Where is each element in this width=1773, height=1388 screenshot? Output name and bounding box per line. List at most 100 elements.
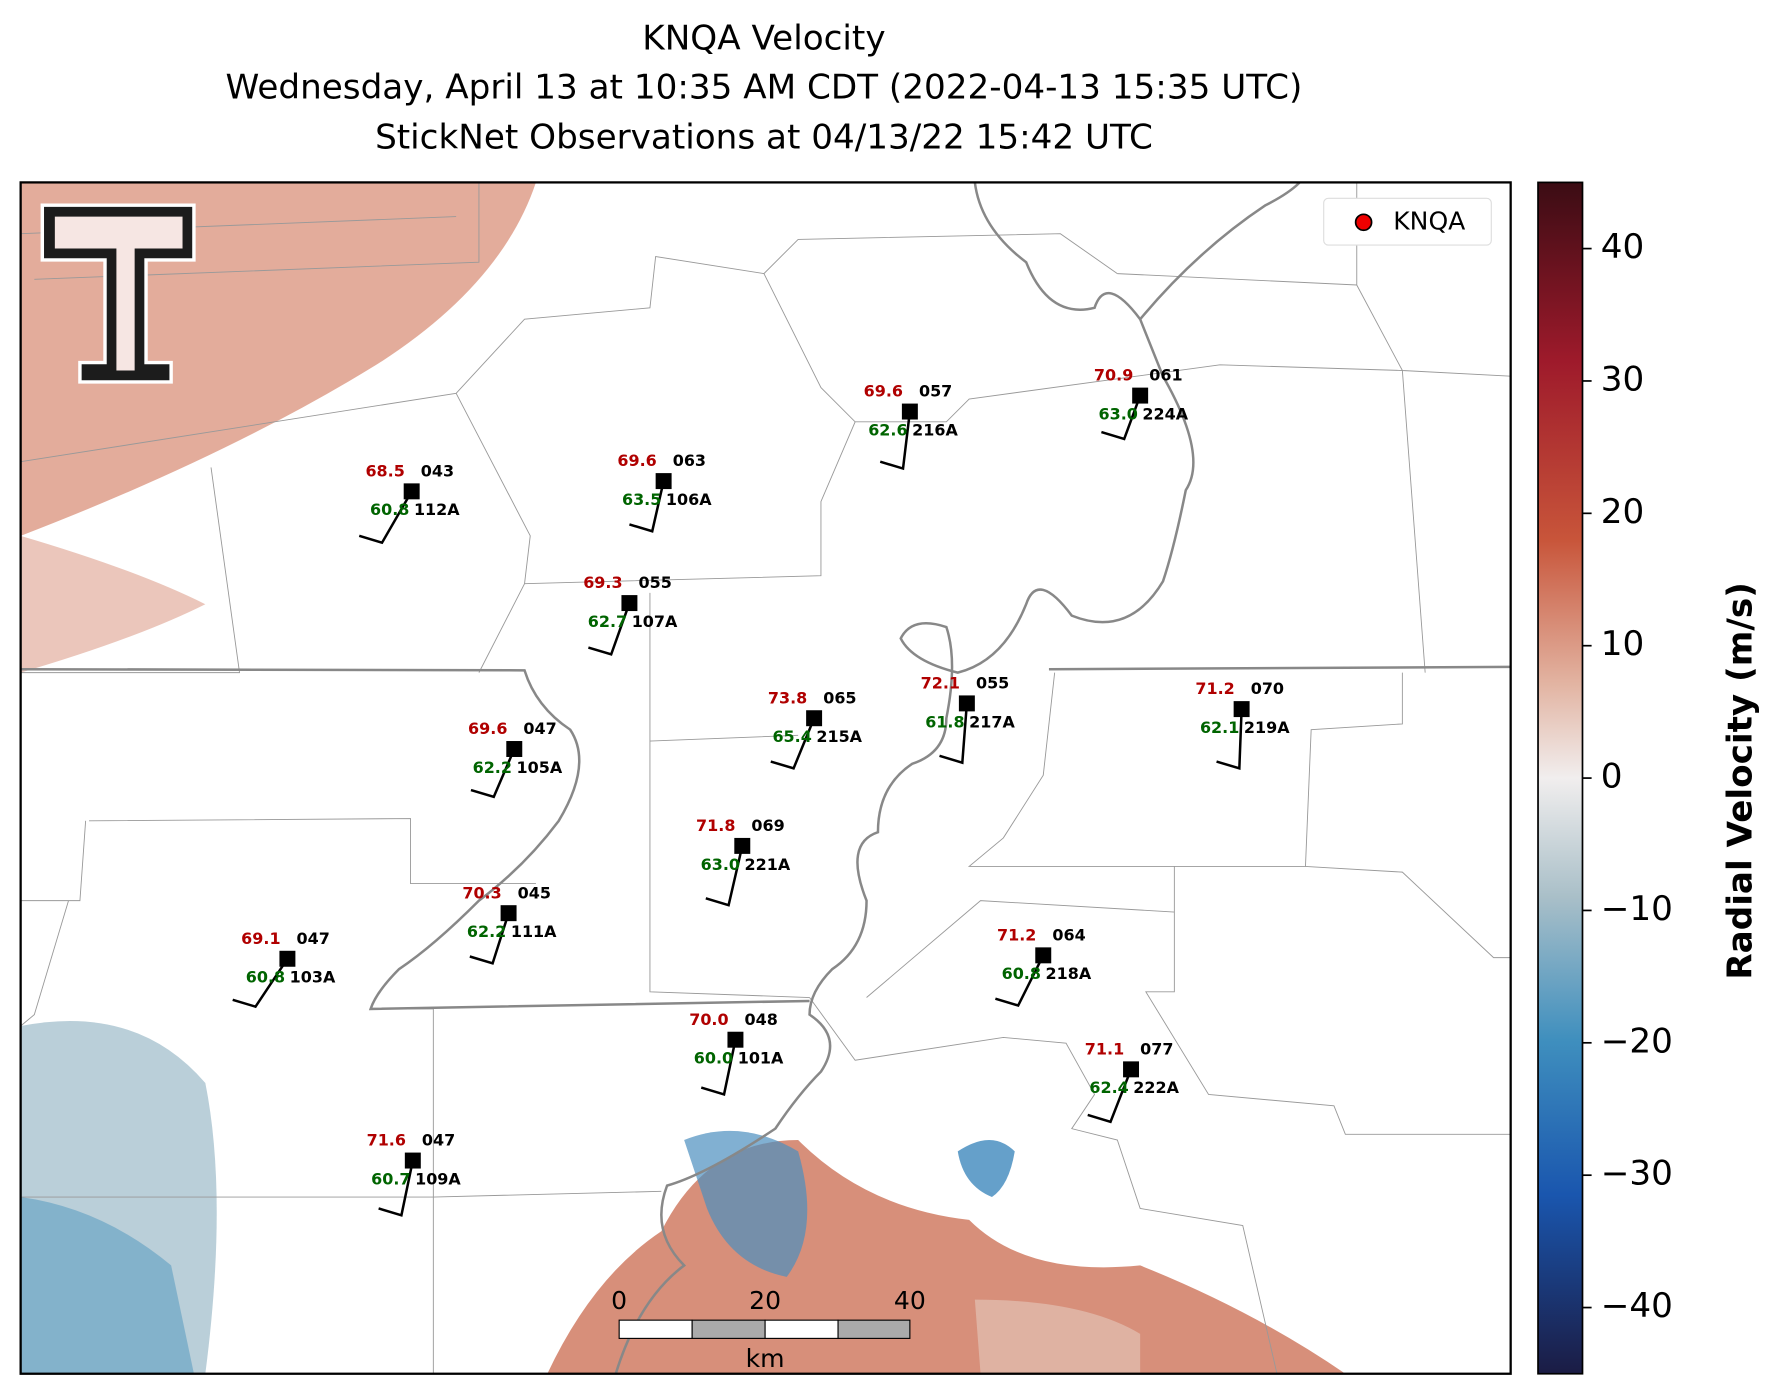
wind-barb — [470, 748, 516, 799]
map-frame — [19, 181, 1512, 1375]
scale-label: 0 — [611, 1286, 627, 1315]
station-id: 217A — [969, 712, 1015, 731]
wind-barb — [1216, 709, 1243, 771]
station-marker — [403, 483, 420, 500]
temperature: 69.1 — [241, 929, 280, 948]
colorbar-tick-label: 0 — [1601, 757, 1623, 797]
pressure: 061 — [1149, 366, 1182, 385]
station-marker — [1132, 387, 1149, 404]
station-marker — [1035, 947, 1052, 964]
county-lines — [20, 182, 1511, 1374]
station-id: 112A — [414, 500, 460, 519]
colorbar — [1537, 181, 1584, 1375]
wind-barb — [995, 954, 1045, 1008]
pressure: 043 — [421, 461, 454, 480]
title: Wednesday, April 13 at 10:35 AM CDT (202… — [226, 67, 1303, 107]
colorbar-tick-label: −40 — [1601, 1286, 1673, 1326]
station-marker — [806, 710, 823, 727]
temperature: 71.2 — [1195, 679, 1234, 698]
temperature: 69.6 — [468, 719, 507, 738]
temperature: 69.6 — [617, 451, 656, 470]
dewpoint: 62.6 — [868, 420, 907, 439]
logo — [40, 203, 196, 384]
wind-barb — [700, 1039, 737, 1097]
pressure: 047 — [297, 929, 330, 948]
pressure: 064 — [1052, 925, 1085, 944]
dewpoint: 63.5 — [622, 490, 661, 509]
temperature: 69.6 — [864, 382, 903, 401]
colorbar-tick-label: 10 — [1601, 624, 1645, 664]
station-marker — [404, 1152, 421, 1169]
colorbar-tick-label: 30 — [1601, 359, 1645, 399]
pressure: 069 — [751, 816, 784, 835]
colorbar-label: Radial Velocity (m/s) — [1721, 582, 1761, 979]
dewpoint: 60.8 — [1002, 964, 1041, 983]
radar-echo — [957, 1140, 1015, 1198]
temperature: 69.3 — [583, 573, 622, 592]
radar-echo — [20, 182, 536, 536]
wind-barb — [378, 1160, 415, 1217]
pressure: 055 — [639, 573, 672, 592]
station-id: 216A — [912, 420, 958, 439]
dewpoint: 61.8 — [925, 712, 964, 731]
dewpoint: 60.8 — [370, 500, 409, 519]
title: StickNet Observations at 04/13/22 15:42 … — [375, 118, 1153, 158]
wind-barb — [469, 912, 510, 965]
colorbar-tick-label: −30 — [1601, 1154, 1673, 1194]
station-marker — [734, 837, 751, 854]
temperature: 70.9 — [1094, 366, 1133, 385]
temperature: 71.2 — [997, 925, 1036, 944]
pressure: 047 — [523, 719, 556, 738]
wind-barb — [1087, 1068, 1133, 1124]
pressure: 065 — [823, 688, 856, 707]
pressure: 063 — [673, 451, 706, 470]
wind-barb — [879, 411, 912, 471]
station-marker — [727, 1031, 744, 1048]
pressure: 077 — [1140, 1039, 1173, 1058]
wind-barb — [770, 717, 816, 770]
station-id: 111A — [511, 922, 557, 941]
station-marker — [901, 403, 918, 420]
station-marker — [506, 741, 523, 757]
wind-barb — [939, 703, 969, 765]
pressure: 055 — [976, 674, 1009, 693]
station-marker — [1233, 701, 1250, 718]
dewpoint: 62.4 — [1089, 1078, 1128, 1097]
colorbar-tick-label: 40 — [1601, 227, 1645, 267]
dewpoint: 62.2 — [473, 758, 512, 777]
temperature: 71.1 — [1085, 1039, 1124, 1058]
radar-echo — [20, 535, 206, 673]
radar-echo — [974, 1299, 1141, 1374]
dewpoint: 63.0 — [701, 855, 740, 874]
station-marker — [500, 905, 517, 922]
station-id: 219A — [1244, 718, 1290, 737]
wind-barb — [705, 845, 744, 907]
dewpoint: 60.0 — [694, 1049, 733, 1068]
wind-barb — [629, 480, 665, 533]
station-id: 221A — [745, 855, 791, 874]
scale-unit: km — [746, 1344, 785, 1373]
pressure: 048 — [745, 1010, 778, 1029]
station-marker — [621, 595, 638, 612]
dewpoint: 62.1 — [1200, 718, 1239, 737]
dewpoint: 62.2 — [467, 922, 506, 941]
pressure: 045 — [518, 883, 551, 902]
station-id: 109A — [415, 1169, 461, 1188]
dewpoint: 60.8 — [246, 968, 285, 987]
wind-barb — [588, 602, 631, 656]
legend: KNQA — [1323, 197, 1492, 246]
station-marker — [279, 950, 296, 967]
dewpoint: 65.4 — [772, 727, 811, 746]
scale-bar — [618, 1319, 911, 1339]
station-marker — [1123, 1061, 1140, 1078]
pressure: 057 — [919, 382, 952, 401]
station-id: 101A — [738, 1049, 784, 1068]
colorbar-tick-label: 20 — [1601, 492, 1645, 532]
pressure: 070 — [1251, 679, 1284, 698]
temperature: 70.3 — [462, 883, 501, 902]
temperature: 71.8 — [696, 816, 735, 835]
radar-echo — [684, 1130, 808, 1277]
station-id: 105A — [517, 758, 563, 777]
temperature: 71.6 — [367, 1131, 406, 1150]
